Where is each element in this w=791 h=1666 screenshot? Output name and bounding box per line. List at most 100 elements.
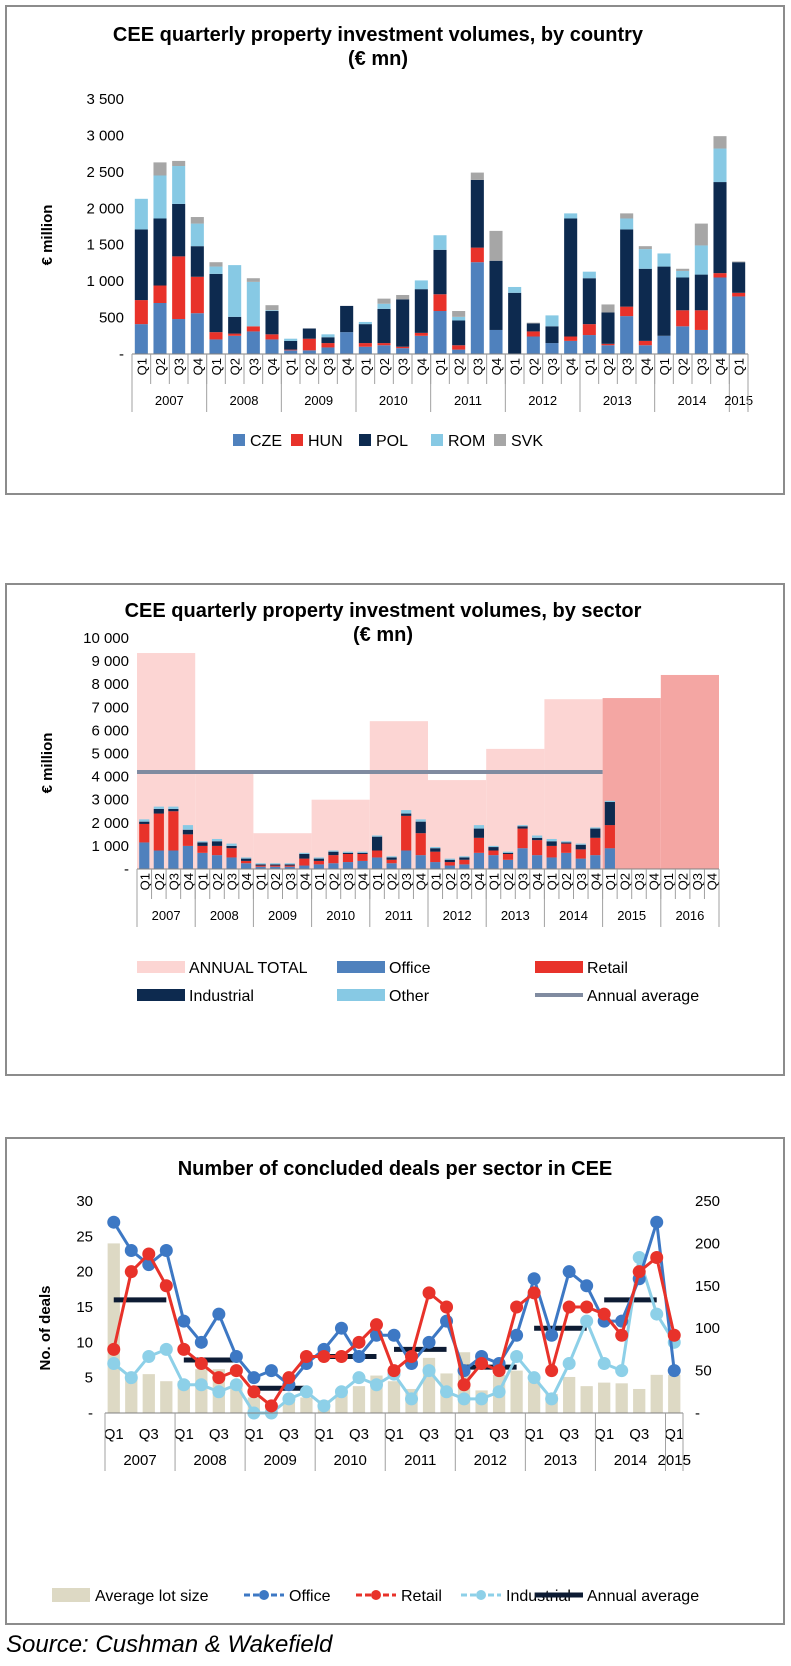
chart3-point-retail [597, 1307, 611, 1321]
chart1-bar-hun [265, 334, 279, 340]
chart1-bar-cze [470, 262, 484, 354]
chart2-quarter-label: Q3 [283, 873, 298, 890]
chart2-ytick-label: 4 000 [91, 769, 129, 786]
chart1-bar-pol [732, 262, 746, 293]
chart2-quarter-label: Q3 [341, 873, 356, 890]
chart1-bar-rom [265, 310, 279, 312]
chart3-year-label: 2010 [334, 1452, 367, 1469]
chart1-bar-cze [545, 343, 559, 354]
chart2-bar-retail [139, 823, 150, 843]
chart3-ytick-label: - [88, 1405, 93, 1422]
chart1-quarter-label: Q3 [246, 358, 261, 375]
chart2-bar-retail [488, 850, 499, 856]
chart2-bar-other [153, 806, 164, 809]
chart2-bar-office [299, 865, 310, 869]
chart2-bar-retail [546, 845, 557, 858]
chart1-quarter-label: Q3 [620, 358, 635, 375]
chart1-year-label: 2008 [230, 393, 259, 408]
chart2-bar-office [517, 848, 528, 869]
chart3-point-office [264, 1364, 278, 1378]
chart1-bar-cze [358, 346, 372, 354]
chart1-bar-svk [246, 278, 260, 282]
chart1-bar-cze [209, 339, 223, 354]
chart2-bar-industrial [430, 848, 441, 852]
chart3-point-industrial [107, 1357, 121, 1371]
chart2-bar-other [284, 863, 295, 865]
chart1-bar-hun [284, 349, 298, 351]
chart2-bar-other [386, 856, 397, 858]
chart2-bar-industrial [415, 821, 426, 834]
chart2-year-label: 2009 [268, 908, 297, 923]
chart1-quarter-label: Q2 [676, 358, 691, 375]
chart2-bar-office [532, 855, 543, 869]
chart2-quarter-label: Q2 [676, 873, 691, 890]
chart1-quarter-label: Q1 [134, 358, 149, 375]
chart2-bar-other [430, 847, 441, 849]
chart2-legend-swatch-office [337, 961, 385, 973]
chart3-legend-label-retail: Retail [401, 1588, 442, 1605]
chart1-quarter-label: Q1 [284, 358, 299, 375]
chart3-bar-avg-lot-size [580, 1386, 593, 1413]
chart2-bar-office [575, 858, 586, 869]
chart3-point-office [124, 1243, 138, 1257]
chart1-bar-rom [508, 286, 522, 293]
chart2-bar-retail [604, 825, 615, 849]
chart3-year-label: 2009 [263, 1452, 296, 1469]
chart1-bar-pol [620, 229, 634, 307]
chart2-quarter-label: Q3 [690, 873, 705, 890]
chart2-bar-office [561, 852, 572, 869]
chart3-bar-avg-lot-size [142, 1374, 155, 1413]
chart3-point-retail [457, 1378, 471, 1392]
chart3-point-retail [387, 1364, 401, 1378]
chart3-quarter-label: Q3 [279, 1426, 299, 1443]
chart3-point-office [387, 1328, 401, 1342]
chart3-point-industrial [334, 1385, 348, 1399]
chart1-quarter-label: Q3 [694, 358, 709, 375]
chart2-bar-other [328, 850, 339, 852]
source-note: Source: Cushman & Wakefield [6, 1631, 333, 1658]
chart2-bar-retail [517, 828, 528, 849]
chart3-year-label: 2014 [614, 1452, 647, 1469]
chart3-bar-avg-lot-size [650, 1374, 663, 1413]
chart2-bar-office [357, 860, 368, 869]
chart3-legend-label-annual-average: Annual average [587, 1588, 699, 1605]
chart1-bar-cze [414, 335, 428, 354]
chart1-bar-rom [246, 281, 260, 327]
chart1-year-label: 2012 [528, 393, 557, 408]
chart2-quarter-label: Q2 [501, 873, 516, 890]
chart2-legend-label-retail: Retail [587, 960, 628, 977]
chart2-bar-other [139, 819, 150, 822]
chart1-bar-svk [676, 268, 690, 271]
chart1-bar-svk [452, 311, 466, 317]
chart2-bar-retail [459, 859, 470, 865]
chart1-bar-cze [377, 345, 391, 354]
chart1-title: CEE quarterly property investment volume… [113, 24, 644, 46]
chart2-quarter-label: Q4 [705, 873, 720, 890]
chart2-quarter-label: Q4 [239, 873, 254, 890]
chart2-bar-retail [342, 853, 354, 863]
chart2-ytick-label: 5 000 [91, 746, 129, 763]
chart2-bar-industrial [153, 808, 164, 814]
chart2-bar-office [430, 862, 441, 869]
chart3-bar-avg-lot-size [300, 1397, 313, 1413]
chart1-bar-pol [340, 305, 354, 333]
chart1-quarter-label: Q4 [489, 358, 504, 375]
chart3-quarter-label: Q1 [524, 1426, 544, 1443]
chart1-quarter-label: Q4 [414, 358, 429, 375]
chart1-bar-svk [620, 213, 634, 219]
chart3-title: Number of concluded deals per sector in … [178, 1158, 613, 1180]
chart2-bar-other [168, 806, 179, 809]
chart1-bar-hun [526, 331, 540, 337]
chart2-bar-industrial [226, 845, 237, 849]
chart3-quarter-label: Q3 [349, 1426, 369, 1443]
chart1-bar-cze [396, 348, 410, 354]
chart2-quarter-label: Q3 [225, 873, 240, 890]
chart2-quarter-label: Q3 [632, 873, 647, 890]
chart1-quarter-label: Q3 [545, 358, 560, 375]
chart1-bar-hun [732, 292, 746, 297]
chart2-bar-industrial [546, 841, 557, 846]
chart1-legend-swatch-hun [291, 434, 303, 446]
chart3-point-industrial [562, 1357, 576, 1371]
chart3-year-label: 2015 [658, 1452, 691, 1469]
chart3-point-retail [615, 1328, 629, 1342]
